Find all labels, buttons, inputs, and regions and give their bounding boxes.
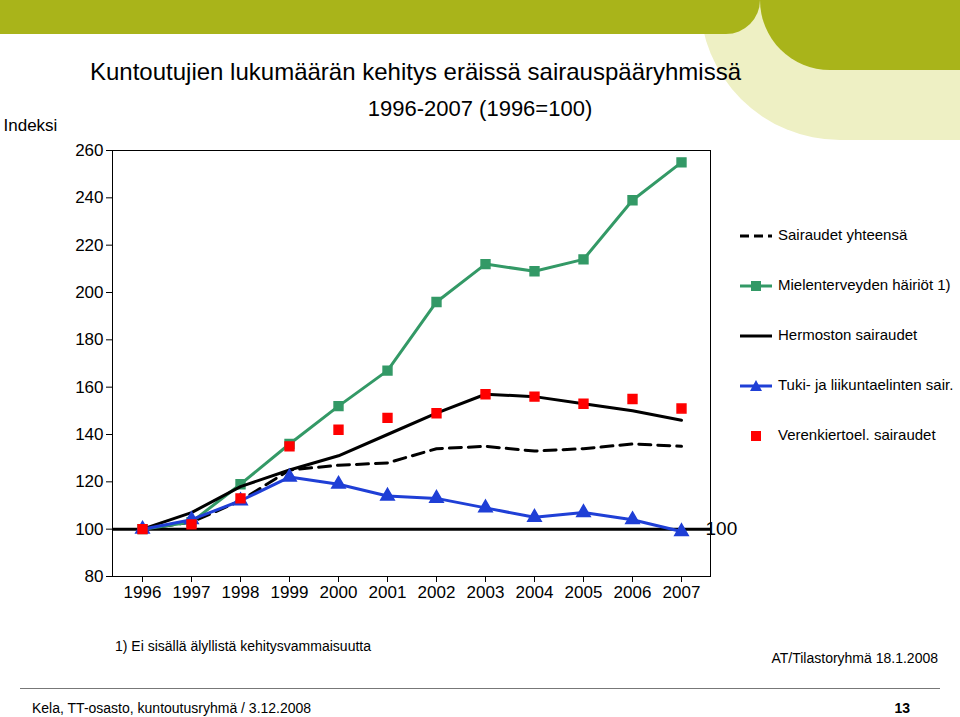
svg-text:100: 100 bbox=[706, 518, 738, 539]
svg-text:2007: 2007 bbox=[663, 583, 701, 602]
svg-text:200: 200 bbox=[75, 283, 103, 302]
svg-text:2000: 2000 bbox=[320, 583, 358, 602]
svg-text:2005: 2005 bbox=[565, 583, 603, 602]
svg-text:2001: 2001 bbox=[369, 583, 407, 602]
svg-text:2006: 2006 bbox=[614, 583, 652, 602]
svg-text:1999: 1999 bbox=[271, 583, 309, 602]
html-text:Kuntoutujien lukumäärän kehity: Kuntoutujien lukumäärän kehitys eräissä … bbox=[90, 58, 741, 85]
svg-text:240: 240 bbox=[75, 188, 103, 207]
svg-text:180: 180 bbox=[75, 330, 103, 349]
svg-text:Indeksi: Indeksi bbox=[4, 116, 58, 135]
svg-text:1997: 1997 bbox=[173, 583, 211, 602]
html-text:Kela, TT-osasto, kuntoutusryhm: Kela, TT-osasto, kuntoutusryhmä / 3.12.2… bbox=[32, 700, 312, 716]
svg-text:100: 100 bbox=[75, 520, 103, 539]
svg-text:260: 260 bbox=[75, 141, 103, 160]
svg-text:2003: 2003 bbox=[467, 583, 505, 602]
svg-text:160: 160 bbox=[75, 378, 103, 397]
html-text:1996-2007 (1996=100): 1996-2007 (1996=100) bbox=[367, 96, 593, 121]
html-text:Sairaudet yhteensä: Sairaudet yhteensä bbox=[778, 226, 908, 243]
svg-text:120: 120 bbox=[75, 472, 103, 491]
svg-text:2002: 2002 bbox=[418, 583, 456, 602]
html-text:AT/Tilastoryhmä 18.1.2008: AT/Tilastoryhmä 18.1.2008 bbox=[771, 650, 938, 666]
svg-text:80: 80 bbox=[85, 567, 104, 586]
html-text:Mielenterveyden häiriöt 1): Mielenterveyden häiriöt 1) bbox=[778, 276, 951, 293]
svg-text:1998: 1998 bbox=[222, 583, 260, 602]
svg-text:140: 140 bbox=[75, 425, 103, 444]
svg-text:1996: 1996 bbox=[124, 583, 162, 602]
html-text:Verenkiertoel. sairaudet: Verenkiertoel. sairaudet bbox=[778, 426, 936, 443]
html-text:1) Ei sisällä älyllistä kehity: 1) Ei sisällä älyllistä kehitysvammaisuu… bbox=[115, 638, 371, 654]
svg-text:220: 220 bbox=[75, 236, 103, 255]
html-text:13: 13 bbox=[894, 700, 910, 716]
html-text:Hermoston sairaudet: Hermoston sairaudet bbox=[778, 326, 918, 343]
svg-text:2004: 2004 bbox=[516, 583, 554, 602]
html-text:Tuki- ja liikuntaelinten sair.: Tuki- ja liikuntaelinten sair. bbox=[778, 376, 954, 393]
